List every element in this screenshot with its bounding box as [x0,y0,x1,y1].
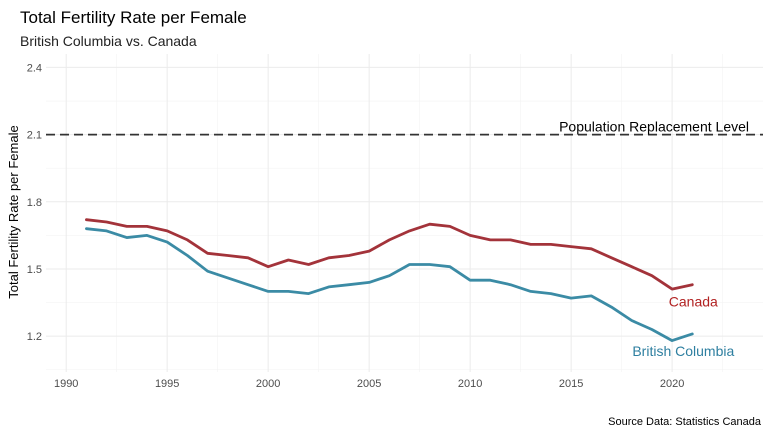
chart-title: Total Fertility Rate per Female [20,8,247,27]
y-tick-label: 2.1 [27,130,42,142]
y-tick-label: 1.2 [27,331,42,343]
series-label-canada: Canada [669,294,718,310]
series-label-british-columbia: British Columbia [632,343,734,359]
y-tick-label: 1.5 [27,264,42,276]
x-tick-label: 2000 [256,378,280,390]
x-tick-label: 2015 [559,378,583,390]
series-line-british-columbia [85,227,694,343]
y-tick-label: 1.8 [27,197,42,209]
source-caption: Source Data: Statistics Canada [608,416,762,428]
x-tick-label: 2020 [660,378,684,390]
x-tick-label: 2005 [357,378,381,390]
x-tick-label: 1995 [155,378,179,390]
y-axis-ticks: 1.2 1.5 1.8 2.1 2.4 [27,62,42,343]
series-line-canada [85,218,694,291]
replacement-level-label: Population Replacement Level [559,119,749,135]
x-tick-label: 1990 [54,378,78,390]
x-tick-label: 2010 [458,378,482,390]
y-tick-label: 2.4 [27,62,42,74]
gridlines [46,54,763,372]
x-axis-ticks: 1990 1995 2000 2005 2010 2015 2020 [54,378,684,390]
y-axis-title: Total Fertility Rate per Female [6,125,21,298]
chart-subtitle: British Columbia vs. Canada [20,33,197,49]
series-lines [85,218,694,343]
